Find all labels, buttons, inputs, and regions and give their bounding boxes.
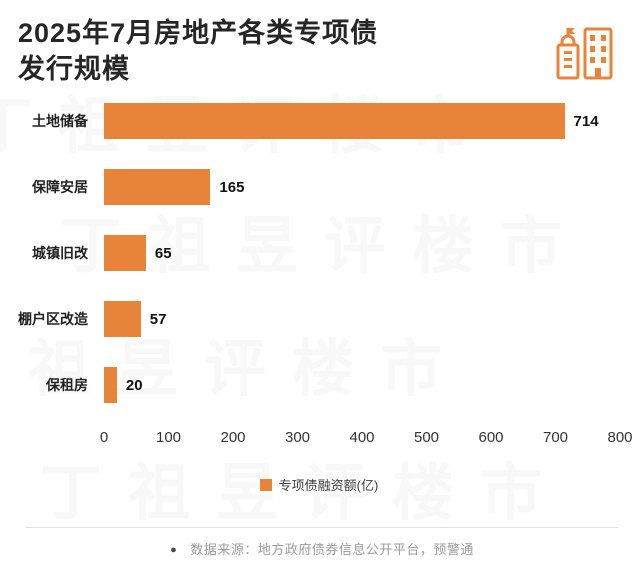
bar bbox=[104, 103, 565, 140]
bar bbox=[104, 301, 141, 338]
bar-row: 保租房 20 bbox=[18, 367, 620, 404]
bar-area: 20 bbox=[104, 367, 620, 404]
value-label: 65 bbox=[154, 244, 172, 262]
bar-area: 57 bbox=[104, 301, 620, 338]
x-tick-label: 600 bbox=[478, 429, 504, 447]
category-label: 城镇旧改 bbox=[32, 245, 88, 262]
x-tick-label: 300 bbox=[284, 429, 311, 447]
x-tick-label: 800 bbox=[607, 429, 633, 447]
bullet-icon: ● bbox=[170, 544, 177, 556]
x-axis: 0 100 200 300 400 500 600 700 800 bbox=[100, 429, 633, 451]
bar-area: 65 bbox=[104, 235, 620, 272]
bar bbox=[104, 169, 211, 206]
bar-row: 棚户区改造 57 bbox=[18, 301, 620, 338]
value-label: 20 bbox=[125, 376, 143, 394]
bar-row: 城镇旧改 65 bbox=[18, 235, 620, 272]
value-label: 165 bbox=[219, 178, 245, 196]
category-label: 棚户区改造 bbox=[18, 311, 88, 328]
category-label: 保障安居 bbox=[32, 179, 88, 196]
category-label: 土地储备 bbox=[32, 113, 88, 130]
title-line-2: 发行规模 bbox=[18, 53, 130, 84]
bar bbox=[104, 367, 117, 404]
bar bbox=[104, 235, 146, 272]
bar-row: 保障安居 165 bbox=[18, 169, 620, 206]
bar-area: 714 bbox=[104, 103, 620, 140]
x-tick-label: 100 bbox=[155, 429, 182, 447]
data-source: ● 数据来源：地方政府债券信息公开平台，预警通 bbox=[0, 539, 644, 558]
page-title: 2025年7月房地产各类专项债 发行规模 bbox=[18, 16, 378, 87]
bar-area: 165 bbox=[104, 169, 620, 206]
header: 2025年7月房地产各类专项债 发行规模 bbox=[0, 0, 644, 87]
footer-divider bbox=[26, 527, 618, 528]
bar-rows: 土地储备 714 保障安居 165 城镇旧改 65 棚户区改造 57 保租房 20 bbox=[18, 103, 620, 404]
building-icon bbox=[556, 27, 613, 80]
x-tick-label: 500 bbox=[413, 429, 440, 447]
bar-row: 土地储备 714 bbox=[18, 103, 620, 140]
x-tick-label: 700 bbox=[542, 429, 569, 447]
value-label: 57 bbox=[149, 310, 167, 328]
category-label: 保租房 bbox=[46, 377, 88, 394]
legend-label: 专项债融资额(亿) bbox=[278, 478, 379, 494]
source-text: 数据来源：地方政府债券信息公开平台，预警通 bbox=[190, 542, 474, 557]
chart-legend: 专项债融资额(亿) bbox=[18, 475, 620, 494]
x-tick-label: 400 bbox=[349, 429, 375, 447]
bar-chart: 土地储备 714 保障安居 165 城镇旧改 65 棚户区改造 57 保租房 20 0 100 200… bbox=[0, 87, 644, 494]
x-tick-label: 0 bbox=[99, 429, 109, 447]
legend-swatch-icon bbox=[259, 478, 272, 491]
title-line-1: 2025年7月房地产各类专项债 bbox=[18, 18, 379, 48]
x-tick-label: 200 bbox=[220, 429, 246, 447]
value-label: 714 bbox=[573, 112, 599, 130]
